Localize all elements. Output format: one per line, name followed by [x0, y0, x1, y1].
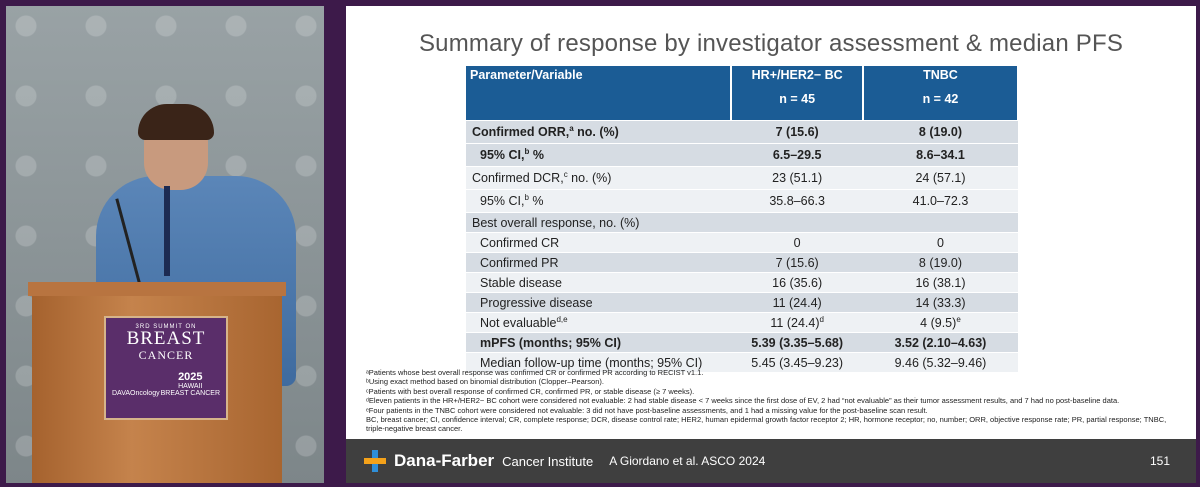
speaker-video: 3RD SUMMIT ON BREAST CANCER DAVAOncology…: [6, 6, 324, 483]
table-row: mPFS (months; 95% CI) 5.39 (3.35–5.68) 3…: [466, 332, 1018, 353]
citation: A Giordano et al. ASCO 2024: [609, 454, 766, 468]
footnotes: ᵃPatients whose best overall response wa…: [366, 368, 1186, 434]
header-hr-her2: HR+/HER2− BC n = 45: [731, 66, 864, 121]
table-row: 95% CI,b % 35.8–66.3 41.0–72.3: [466, 189, 1018, 213]
podium-sign: 3RD SUMMIT ON BREAST CANCER DAVAOncology…: [104, 316, 228, 420]
footnote-d: ᵈEleven patients in the HR+/HER2− BC coh…: [366, 396, 1120, 406]
podium-line3: CANCER: [138, 348, 194, 362]
brand-name: Dana-Farber: [394, 451, 495, 470]
footnote-c: ᶜPatients with best overall response of …: [366, 386, 695, 396]
presentation-slide: Summary of response by investigator asse…: [346, 6, 1196, 483]
abbreviations: BC, breast cancer; CI, confidence interv…: [366, 415, 1167, 434]
header-param: Parameter/Variable: [466, 66, 733, 121]
podium-place: HAWAII: [178, 383, 203, 390]
page-number: 151: [1149, 454, 1170, 468]
podium-line2: BREAST: [126, 328, 206, 349]
table-row: Confirmed ORR,a no. (%) 7 (15.6) 8 (19.0…: [466, 120, 1018, 144]
slide-footer: Dana-Farber Cancer Institute A Giordano …: [346, 439, 1196, 483]
table-row: 95% CI,b % 6.5–29.5 8.6–34.1: [466, 143, 1018, 167]
table-row: Median follow-up time (months; 95% CI) 5…: [466, 352, 1018, 372]
slide-title: Summary of response by investigator asse…: [418, 30, 1124, 57]
header-tnbc: TNBC n = 42: [862, 66, 1020, 121]
podium-org: DAVAOncology: [112, 390, 160, 397]
table-row: Confirmed CR 0 0: [466, 232, 1018, 253]
podium: 3RD SUMMIT ON BREAST CANCER DAVAOncology…: [28, 282, 286, 483]
response-table: Parameter/Variable HR+/HER2− BC n = 45 T…: [466, 66, 1020, 372]
footnote-a: ᵃPatients whose best overall response wa…: [366, 368, 704, 377]
podium-line1: 3RD SUMMIT ON: [135, 324, 197, 330]
podium-year: 2025: [178, 371, 203, 383]
table-row: Best overall response, no. (%): [466, 212, 1018, 233]
footnote-b: ᵇUsing exact method based on binomial di…: [366, 377, 604, 387]
table-row: Confirmed DCR,c no. (%) 23 (51.1) 24 (57…: [466, 166, 1018, 190]
table-row: Stable disease 16 (35.6) 16 (38.1): [466, 272, 1018, 293]
footnote-e: ᵉFour patients in the TNBC cohort were c…: [366, 405, 928, 415]
podium-sub: BREAST CANCER: [160, 390, 220, 397]
institute-name: Cancer Institute: [502, 453, 594, 469]
table-row: Not evaluabled,e 11 (24.4)d 4 (9.5)e: [466, 312, 1018, 333]
table-row: Progressive disease 11 (24.4) 14 (33.3): [466, 292, 1018, 313]
table-row: Confirmed PR 7 (15.6) 8 (19.0): [466, 252, 1018, 273]
dana-farber-logo-icon: [364, 450, 386, 472]
